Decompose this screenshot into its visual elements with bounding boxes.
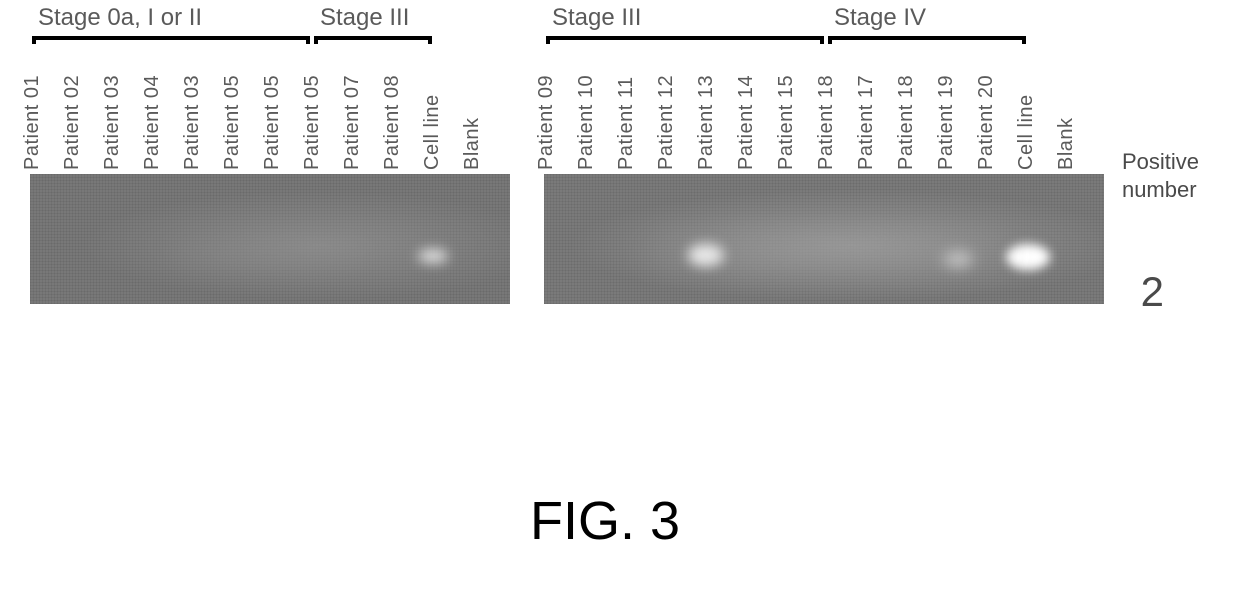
gel-glow	[544, 174, 1104, 304]
lane-label-text: Patient 05	[221, 75, 244, 170]
lane-label-text: Blank	[461, 117, 484, 170]
lane-label-text: Patient 14	[735, 75, 758, 170]
lane-label-text: Cell line	[421, 94, 444, 170]
panels-row: Stage 0a, I or IIStage IIIPatient 01Pati…	[30, 0, 1210, 304]
lane-label-text: Patient 19	[935, 75, 958, 170]
lane-label-text: Patient 05	[261, 75, 284, 170]
lane-label-text: Patient 09	[535, 75, 558, 170]
lane-label-text: Patient 11	[615, 76, 638, 170]
positive-label-line1: Positive	[1122, 149, 1199, 174]
stage-bracket	[314, 36, 432, 44]
gel-panel-right: Stage IIIStage IVPatient 09Patient 10Pat…	[544, 0, 1104, 304]
bracket-row	[30, 34, 510, 50]
bracket-row	[544, 34, 1104, 50]
stage-label-row: Stage III Stage IV	[544, 0, 1104, 34]
lane-label-text: Patient 01	[21, 75, 44, 170]
lane-label-text: Patient 04	[141, 75, 164, 170]
lane-label-text: Blank	[1055, 117, 1078, 170]
stage-label-b: Stage III	[320, 4, 409, 32]
lane-label-text: Patient 15	[775, 75, 798, 170]
lane-label-text: Cell line	[1015, 94, 1038, 170]
positive-number-value: 2	[1141, 268, 1164, 316]
stage-bracket	[32, 36, 310, 44]
figure-caption: FIG. 3	[530, 490, 680, 552]
lane-label-text: Patient 12	[655, 75, 678, 170]
gel-image	[544, 174, 1104, 304]
lane-label-text: Patient 17	[855, 75, 878, 170]
gel-band	[170, 247, 370, 263]
lane-label-text: Patient 08	[381, 75, 404, 170]
lane-label-text: Patient 20	[975, 75, 998, 170]
gel-band	[418, 249, 448, 263]
gel-image	[30, 174, 510, 304]
gel-band	[644, 240, 1004, 264]
lane-label-text: Patient 10	[575, 75, 598, 170]
stage-label-a: Stage 0a, I or II	[38, 4, 202, 32]
lane-label-text: Patient 13	[695, 75, 718, 170]
lane-label-text: Patient 07	[341, 75, 364, 170]
lane-label-text: Patient 03	[101, 75, 124, 170]
positive-number-label: Positive number	[1122, 148, 1199, 203]
stage-bracket	[546, 36, 824, 44]
lane-label: Blank	[1064, 52, 1104, 170]
stage-label-a: Stage III	[552, 4, 641, 32]
lane-label-text: Patient 18	[895, 75, 918, 170]
lane-labels-row: Patient 09Patient 10Patient 11Patient 12…	[544, 50, 1104, 170]
lane-label-text: Patient 03	[181, 75, 204, 170]
lane-label-text: Patient 05	[301, 75, 324, 170]
gel-glow	[30, 174, 510, 304]
lane-label: Blank	[470, 52, 510, 170]
stage-bracket	[828, 36, 1026, 44]
stage-label-row: Stage 0a, I or II Stage III	[30, 0, 510, 34]
gel-panel-left: Stage 0a, I or IIStage IIIPatient 01Pati…	[30, 0, 510, 304]
stage-label-b: Stage IV	[834, 4, 926, 32]
lane-labels-row: Patient 01Patient 02Patient 03Patient 04…	[30, 50, 510, 170]
lane-label-text: Patient 02	[61, 75, 84, 170]
positive-label-line2: number	[1122, 177, 1197, 202]
gel-figure: Stage 0a, I or IIStage IIIPatient 01Pati…	[30, 0, 1210, 304]
lane-label-text: Patient 18	[815, 75, 838, 170]
